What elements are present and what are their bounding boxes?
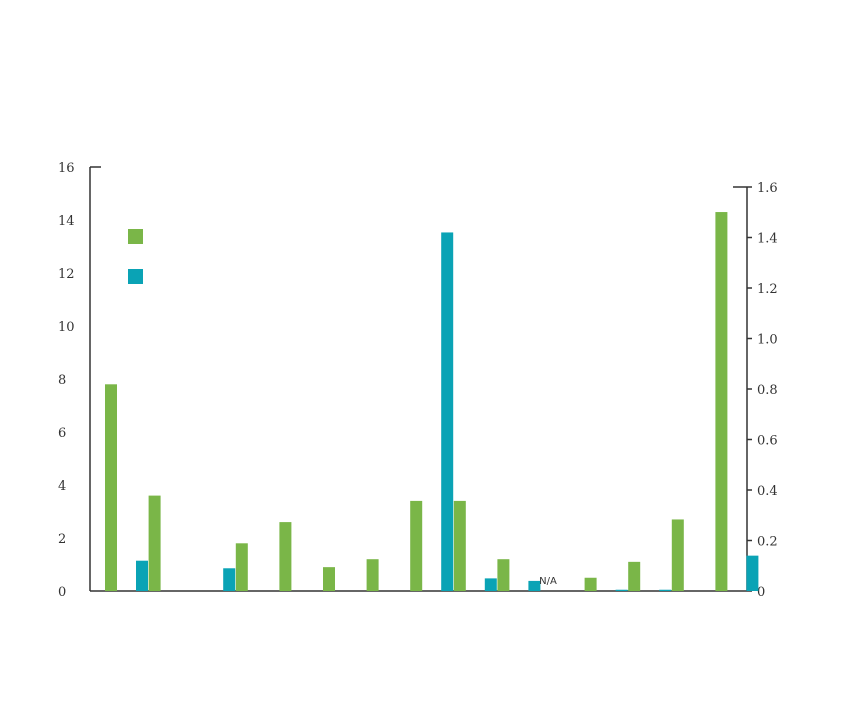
annotations: N/A [539, 576, 557, 587]
bar-series-2 [484, 578, 497, 591]
left-tick-label: 2 [58, 532, 66, 547]
legend [128, 229, 143, 284]
bar-series-2 [136, 560, 148, 591]
bar-series-2 [659, 589, 672, 591]
bar-series-1 [628, 561, 641, 591]
bar-series-1 [105, 384, 117, 591]
legend-swatch [128, 229, 143, 244]
bar-series-1 [497, 559, 510, 591]
right-tick-label: 1.0 [757, 333, 778, 348]
bar-series-1 [148, 495, 161, 591]
right-tick-label: 1.4 [757, 232, 778, 247]
left-tick-label: 16 [58, 161, 75, 176]
right-tick-label: 0.8 [757, 383, 778, 398]
bar-series-2 [528, 580, 541, 591]
bar-series-1 [410, 500, 423, 591]
bar-series-2 [223, 568, 236, 591]
right-tick-label: 0.2 [757, 535, 778, 550]
left-axis-ticks: 0 2 4 6 8 10 12 14 16 [58, 161, 75, 600]
bar-series-1 [584, 577, 597, 591]
left-tick-label: 14 [58, 214, 75, 229]
bar-series-1 [715, 212, 728, 592]
bar-series-2 [441, 232, 454, 591]
bar-series-1 [279, 522, 292, 591]
right-tick-label: 0.4 [757, 484, 778, 499]
bars [105, 212, 759, 592]
bar-series-2 [615, 589, 628, 591]
right-tick-label: 0.6 [757, 434, 778, 449]
left-tick-label: 12 [58, 267, 75, 282]
right-tick-label: 0 [757, 585, 765, 600]
left-tick-label: 6 [58, 426, 66, 441]
legend-swatch [128, 269, 143, 284]
right-axis-ticks: 0 0.2 0.4 0.6 0.8 1.0 1.2 1.4 1.6 [747, 181, 778, 600]
right-tick-label: 1.6 [757, 181, 778, 196]
bar-series-1 [323, 567, 335, 591]
right-tick-label: 1.2 [757, 282, 778, 297]
na-annotation: N/A [539, 576, 557, 587]
bar-series-1 [671, 519, 684, 591]
left-tick-label: 0 [58, 585, 66, 600]
left-tick-label: 10 [58, 320, 75, 335]
bar-series-1 [366, 559, 379, 591]
left-tick-label: 8 [58, 373, 66, 388]
bar-series-1 [235, 543, 248, 591]
bar-series-2 [746, 555, 759, 591]
bar-series-1 [453, 500, 466, 591]
left-tick-label: 4 [58, 479, 66, 494]
